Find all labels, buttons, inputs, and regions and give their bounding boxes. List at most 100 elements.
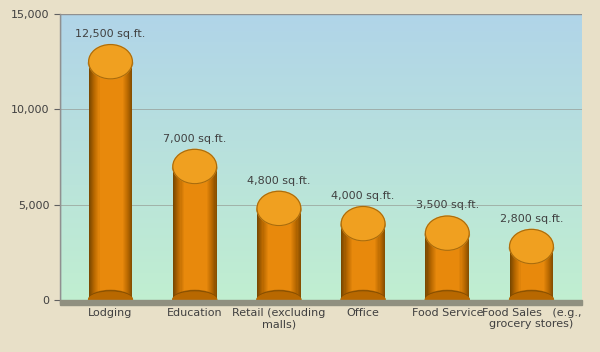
Bar xyxy=(271,208,272,300)
Bar xyxy=(119,62,121,300)
Bar xyxy=(377,224,379,300)
Bar xyxy=(60,252,582,253)
Bar xyxy=(466,233,467,300)
Ellipse shape xyxy=(173,290,217,309)
Bar xyxy=(509,246,511,300)
Bar xyxy=(196,166,197,300)
Bar xyxy=(277,208,278,300)
Bar xyxy=(269,208,270,300)
Bar xyxy=(104,62,105,300)
Bar xyxy=(60,156,582,157)
Bar xyxy=(186,166,187,300)
Ellipse shape xyxy=(89,45,133,79)
Bar xyxy=(60,64,582,65)
Bar xyxy=(177,166,178,300)
Bar xyxy=(60,55,582,56)
Bar xyxy=(60,279,582,280)
Bar xyxy=(60,73,582,74)
Bar xyxy=(549,246,550,300)
Bar xyxy=(60,83,582,84)
Bar xyxy=(350,224,351,300)
Bar xyxy=(384,224,385,300)
Bar xyxy=(60,43,582,44)
Bar xyxy=(60,17,582,18)
Bar xyxy=(60,261,582,262)
Bar xyxy=(60,246,582,247)
Bar xyxy=(525,246,526,300)
Bar xyxy=(60,132,582,133)
Bar xyxy=(210,166,211,300)
Bar xyxy=(465,233,466,300)
Bar xyxy=(60,145,582,146)
Bar xyxy=(60,93,582,94)
Bar xyxy=(60,280,582,281)
Bar xyxy=(528,246,529,300)
Bar xyxy=(195,166,196,300)
Bar xyxy=(60,99,582,100)
Bar xyxy=(351,224,352,300)
Bar xyxy=(60,274,582,275)
Bar xyxy=(435,233,436,300)
Bar xyxy=(60,110,582,111)
Bar xyxy=(60,294,582,295)
Bar xyxy=(60,149,582,150)
Bar xyxy=(60,137,582,138)
Bar xyxy=(118,62,119,300)
Bar xyxy=(60,287,582,288)
Bar xyxy=(442,233,443,300)
Ellipse shape xyxy=(257,290,301,309)
Bar xyxy=(434,233,435,300)
Bar xyxy=(60,26,582,27)
Bar xyxy=(266,208,267,300)
Bar xyxy=(189,166,190,300)
Bar xyxy=(60,98,582,99)
Bar xyxy=(60,210,582,211)
Bar xyxy=(60,181,582,182)
Bar xyxy=(60,250,582,251)
Bar xyxy=(60,45,582,46)
Bar xyxy=(60,254,582,255)
Bar xyxy=(60,171,582,172)
Bar xyxy=(281,208,282,300)
Bar xyxy=(60,68,582,69)
Bar xyxy=(190,166,191,300)
Bar xyxy=(60,134,582,135)
Bar xyxy=(293,208,294,300)
Bar xyxy=(60,278,582,279)
Bar xyxy=(60,240,582,241)
Bar xyxy=(60,150,582,151)
Bar xyxy=(349,224,350,300)
Bar xyxy=(60,62,582,63)
Bar xyxy=(60,231,582,232)
Bar xyxy=(367,224,368,300)
Bar xyxy=(60,198,582,199)
Bar xyxy=(60,154,582,155)
Text: 2,800 sq.ft.: 2,800 sq.ft. xyxy=(500,214,563,224)
Bar xyxy=(274,208,275,300)
Bar xyxy=(60,298,582,299)
Bar xyxy=(60,84,582,86)
Bar xyxy=(60,82,582,83)
Bar xyxy=(60,32,582,33)
Bar xyxy=(257,208,258,300)
Ellipse shape xyxy=(257,191,301,226)
Bar xyxy=(518,246,520,300)
Bar xyxy=(375,224,376,300)
Bar xyxy=(60,247,582,249)
Bar xyxy=(131,62,133,300)
Bar xyxy=(451,233,452,300)
Bar xyxy=(60,130,582,131)
Bar xyxy=(200,166,201,300)
Bar xyxy=(278,208,279,300)
Bar xyxy=(286,208,287,300)
Bar xyxy=(287,208,289,300)
Bar xyxy=(60,183,582,184)
Bar xyxy=(113,62,114,300)
Bar xyxy=(211,166,212,300)
Bar xyxy=(60,24,582,25)
Bar xyxy=(60,102,582,103)
Bar xyxy=(548,246,549,300)
Bar xyxy=(541,246,542,300)
Bar xyxy=(96,62,97,300)
Bar xyxy=(455,233,456,300)
